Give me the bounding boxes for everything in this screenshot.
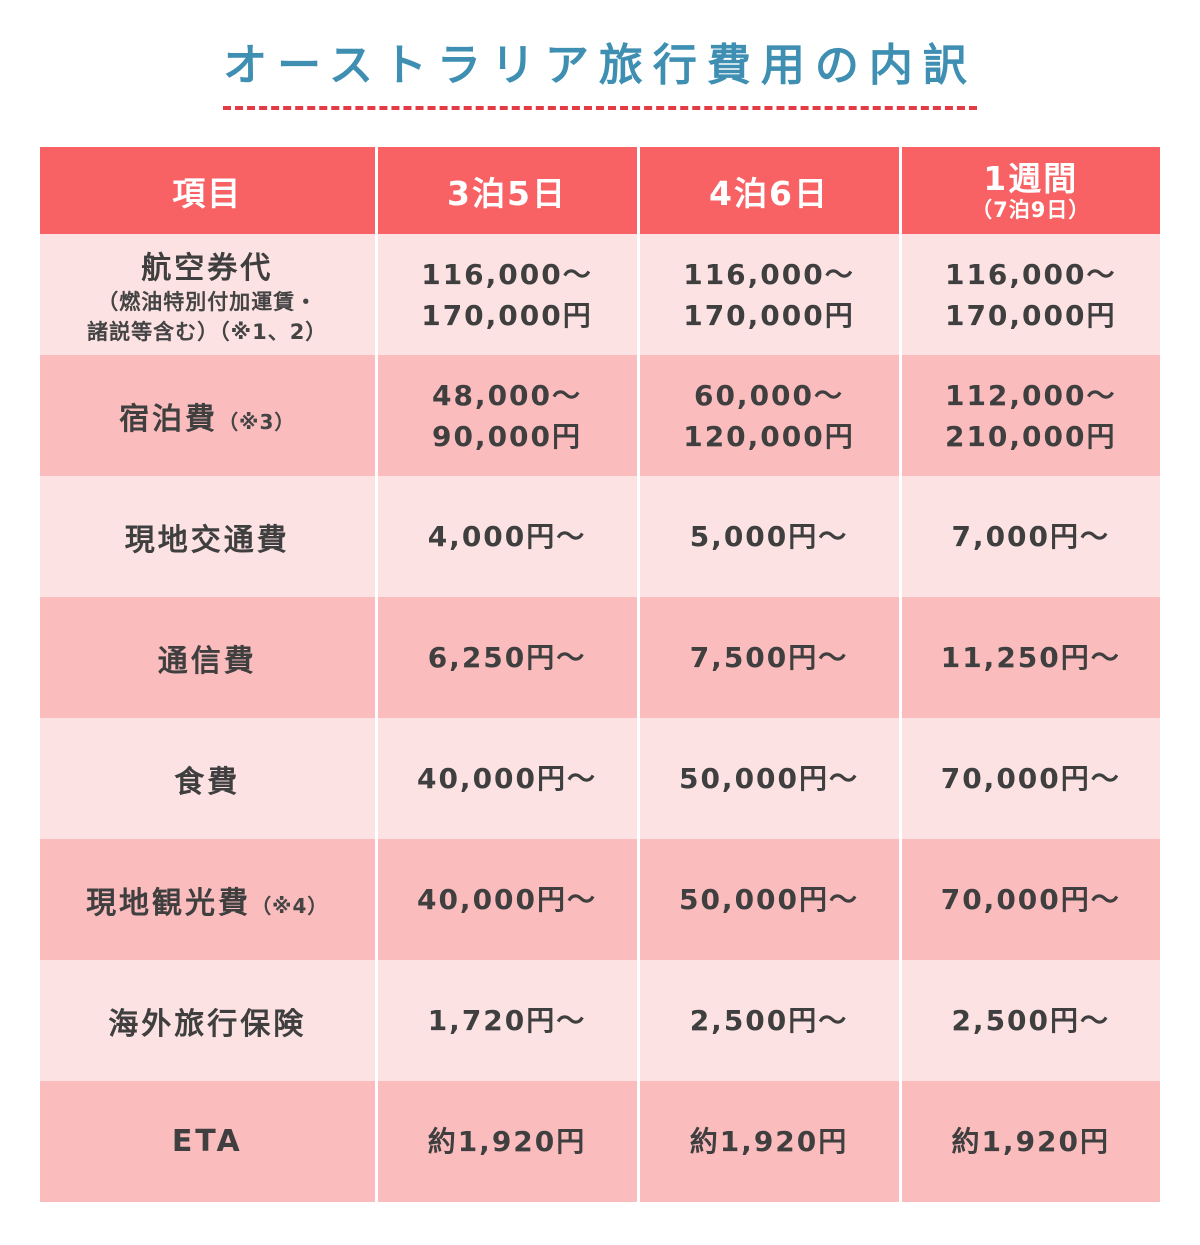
- table-header-row: 項目 3泊5日 4泊6日 1週間 （7泊9日）: [40, 147, 1160, 234]
- title-wrap: オーストラリア旅行費用の内訳: [0, 40, 1200, 110]
- row-label: 海外旅行保険: [108, 1006, 307, 1042]
- value-cell: 50,000円～: [636, 718, 902, 839]
- row-label: 宿泊費: [119, 401, 219, 437]
- header-1week-main: 1週間: [983, 158, 1079, 198]
- row-label: 航空券代: [141, 250, 274, 286]
- header-1week: 1週間 （7泊9日）: [898, 147, 1160, 234]
- value-cell: 1,720円～: [374, 960, 640, 1081]
- row-label-cell: 通信費: [40, 597, 378, 718]
- value-line: 170,000円: [944, 298, 1117, 332]
- header-item: 項目: [40, 147, 378, 234]
- table-row: 現地交通費 4,000円～ 5,000円～ 7,000円～: [40, 476, 1160, 597]
- value-line: 120,000円: [683, 419, 855, 453]
- value-line: 48,000～: [431, 378, 583, 412]
- value-cell: 48,000～ 90,000円: [374, 355, 640, 476]
- value-cell: 70,000円～: [898, 839, 1160, 960]
- header-1week-sub: （7泊9日）: [971, 197, 1091, 222]
- table-row: 宿泊費（※3） 48,000～ 90,000円 60,000～ 120,000円…: [40, 355, 1160, 476]
- value-line: 210,000円: [944, 419, 1117, 453]
- page-title: オーストラリア旅行費用の内訳: [223, 40, 977, 110]
- table-row: 食費 40,000円～ 50,000円～ 70,000円～: [40, 718, 1160, 839]
- value-cell: 60,000～ 120,000円: [636, 355, 902, 476]
- value-cell: 40,000円～: [374, 839, 640, 960]
- value-line: 170,000円: [421, 298, 593, 332]
- value-cell: 70,000円～: [898, 718, 1160, 839]
- value-line: 116,000～: [421, 257, 593, 291]
- row-label-cell: 航空券代 （燃油特別付加運賃・ 諸説等含む）（※1、2）: [40, 234, 378, 355]
- row-sublabel: 諸説等含む）（※1、2）: [87, 319, 328, 344]
- row-note: （※3）: [218, 409, 296, 434]
- row-label-cell: 食費: [40, 718, 378, 839]
- header-4n6d: 4泊6日: [636, 147, 902, 234]
- value-cell: 116,000～ 170,000円: [898, 234, 1160, 355]
- value-line: 90,000円: [431, 419, 583, 453]
- table-row: 通信費 6,250円～ 7,500円～ 11,250円～: [40, 597, 1160, 718]
- row-note: （※4）: [251, 893, 329, 918]
- value-cell: 5,000円～: [636, 476, 902, 597]
- value-cell: 約1,920円: [636, 1081, 902, 1202]
- value-line: 170,000円: [683, 298, 855, 332]
- cost-table: 項目 3泊5日 4泊6日 1週間 （7泊9日） 航空券代 （燃油特別付加運賃・ …: [40, 147, 1160, 1202]
- value-line: 112,000～: [944, 378, 1117, 412]
- value-line: 116,000～: [944, 257, 1117, 291]
- value-cell: 50,000円～: [636, 839, 902, 960]
- table-row: 航空券代 （燃油特別付加運賃・ 諸説等含む）（※1、2） 116,000～ 17…: [40, 234, 1160, 355]
- value-cell: 7,000円～: [898, 476, 1160, 597]
- row-label: 通信費: [157, 643, 257, 679]
- table-row: ETA 約1,920円 約1,920円 約1,920円: [40, 1081, 1160, 1202]
- header-3n5d: 3泊5日: [374, 147, 640, 234]
- row-label: 現地交通費: [124, 522, 290, 558]
- value-line: 116,000～: [683, 257, 855, 291]
- row-label-cell: 宿泊費（※3）: [40, 355, 378, 476]
- row-label: 食費: [174, 764, 241, 800]
- row-label-cell: 現地観光費（※4）: [40, 839, 378, 960]
- value-cell: 11,250円～: [898, 597, 1160, 718]
- value-cell: 112,000～ 210,000円: [898, 355, 1160, 476]
- value-cell: 2,500円～: [898, 960, 1160, 1081]
- value-line: 60,000～: [693, 378, 845, 412]
- table-row: 現地観光費（※4） 40,000円～ 50,000円～ 70,000円～: [40, 839, 1160, 960]
- value-cell: 116,000～ 170,000円: [636, 234, 902, 355]
- value-cell: 約1,920円: [374, 1081, 640, 1202]
- row-sublabel: （燃油特別付加運賃・: [97, 289, 318, 314]
- row-label-cell: ETA: [40, 1081, 378, 1202]
- value-cell: 7,500円～: [636, 597, 902, 718]
- value-cell: 116,000～ 170,000円: [374, 234, 640, 355]
- row-label-cell: 海外旅行保険: [40, 960, 378, 1081]
- row-label: ETA: [171, 1124, 243, 1159]
- value-cell: 2,500円～: [636, 960, 902, 1081]
- value-cell: 4,000円～: [374, 476, 640, 597]
- row-label: 現地観光費: [86, 885, 252, 921]
- value-cell: 約1,920円: [898, 1081, 1160, 1202]
- row-label-cell: 現地交通費: [40, 476, 378, 597]
- value-cell: 6,250円～: [374, 597, 640, 718]
- value-cell: 40,000円～: [374, 718, 640, 839]
- table-row: 海外旅行保険 1,720円～ 2,500円～ 2,500円～: [40, 960, 1160, 1081]
